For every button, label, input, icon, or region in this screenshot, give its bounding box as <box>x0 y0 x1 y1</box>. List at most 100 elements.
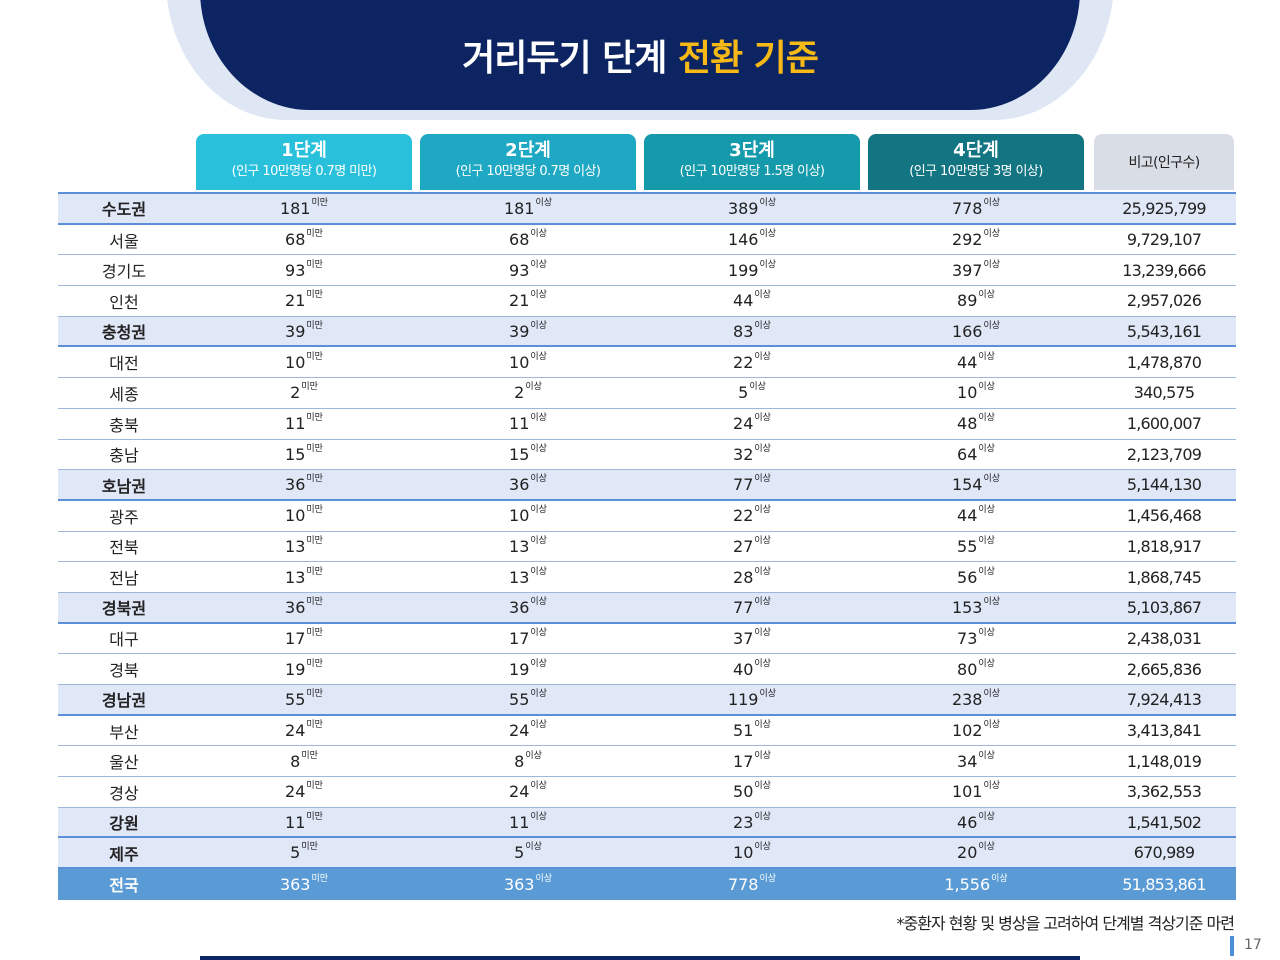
stage-1-threshold-value: 93 <box>285 260 306 280</box>
population: 13,239,666 <box>1094 255 1234 285</box>
stage-1-threshold-suffix: 미만 <box>306 688 323 699</box>
stage-1-threshold-value: 39 <box>285 321 306 341</box>
stage-2-threshold: 55 이상 <box>420 685 636 714</box>
stage-3-threshold-suffix: 이상 <box>754 351 771 362</box>
population: 9,729,107 <box>1094 225 1234 255</box>
stage-3-threshold-suffix: 이상 <box>759 259 777 270</box>
header-stage-1-label: 1단계 <box>281 140 327 161</box>
region-name: 울산 <box>58 746 190 776</box>
stage-4-threshold-value: 778 <box>951 198 983 218</box>
stage-3-threshold-value: 44 <box>733 291 754 311</box>
stage-2-threshold-value: 39 <box>509 321 530 341</box>
stage-1-threshold-suffix: 미만 <box>306 658 323 669</box>
stage-2-threshold-suffix: 이상 <box>530 320 547 331</box>
stage-4-threshold-value: 73 <box>957 628 978 648</box>
stage-2-threshold: 19 이상 <box>420 654 636 684</box>
stage-1-threshold-suffix: 미만 <box>306 320 323 331</box>
stage-4-threshold: 102 이상 <box>868 716 1084 746</box>
table-row: 광주 10 미만 10 이상 22 이상 44 이상 1,456,468 <box>58 501 1236 532</box>
stage-2-threshold-value: 17 <box>509 628 530 648</box>
stage-3-threshold: 77 이상 <box>644 593 860 622</box>
stage-4-threshold-value: 56 <box>957 567 978 587</box>
stage-1-threshold: 19 미만 <box>196 654 412 684</box>
stage-3-threshold: 77 이상 <box>644 470 860 499</box>
stage-3-threshold-suffix: 이상 <box>754 781 771 792</box>
population: 2,123,709 <box>1094 440 1234 470</box>
stage-1-threshold-suffix: 미만 <box>306 720 323 731</box>
stage-1-threshold: 36 미만 <box>196 470 412 499</box>
stage-1-threshold-value: 68 <box>285 230 306 250</box>
region-name: 강원 <box>58 808 190 837</box>
stage-3-threshold-value: 389 <box>727 198 759 218</box>
stage-3-threshold: 37 이상 <box>644 624 860 654</box>
stage-2-threshold-suffix: 이상 <box>530 596 547 607</box>
population-value: 1,148,019 <box>1126 751 1202 771</box>
stage-2-threshold-value: 19 <box>509 659 530 679</box>
population: 7,924,413 <box>1094 685 1234 714</box>
population: 3,362,553 <box>1094 777 1234 807</box>
stage-4-threshold: 56 이상 <box>868 562 1084 592</box>
population: 1,868,745 <box>1094 562 1234 592</box>
stage-3-threshold: 50 이상 <box>644 777 860 807</box>
region-name-value: 광주 <box>109 507 139 527</box>
region-name: 대구 <box>58 624 190 654</box>
stage-2-threshold-suffix: 이상 <box>530 290 547 301</box>
region-name-value: 제주 <box>109 844 139 864</box>
stage-1-threshold-value: 24 <box>285 721 306 741</box>
stage-2-threshold-value: 36 <box>509 597 530 617</box>
population-value: 9,729,107 <box>1126 230 1202 250</box>
stage-4-threshold-suffix: 이상 <box>978 842 995 853</box>
stage-3-threshold-suffix: 이상 <box>754 320 771 331</box>
stage-1-threshold: 36 미만 <box>196 593 412 622</box>
stage-2-threshold: 17 이상 <box>420 624 636 654</box>
population-value: 670,989 <box>1133 843 1195 863</box>
stage-1-threshold: 15 미만 <box>196 440 412 470</box>
population-value: 5,144,130 <box>1126 475 1202 495</box>
stage-3-threshold-value: 5 <box>738 383 749 403</box>
stage-1-threshold-suffix: 미만 <box>306 811 323 822</box>
region-name-value: 서울 <box>109 231 139 251</box>
stage-3-threshold-suffix: 이상 <box>754 811 771 822</box>
stage-4-threshold-value: 101 <box>951 782 983 802</box>
stage-3-threshold-suffix: 이상 <box>754 474 771 485</box>
stage-2-threshold-value: 2 <box>514 383 525 403</box>
stage-4-threshold-value: 44 <box>957 506 978 526</box>
stage-3-threshold-suffix: 이상 <box>754 290 771 301</box>
stage-4-threshold: 778 이상 <box>868 194 1084 223</box>
stage-3-threshold-suffix: 이상 <box>759 873 777 884</box>
stage-4-threshold-value: 397 <box>951 260 983 280</box>
stage-4-threshold-value: 153 <box>951 597 983 617</box>
stage-1-threshold-suffix: 미만 <box>306 413 323 424</box>
population-value: 51,853,861 <box>1122 874 1206 894</box>
table-row: 충청권 39 미만 39 이상 83 이상 166 이상 5,543,161 <box>58 316 1236 348</box>
header-stage-3-criteria: (인구 10만명당 1.5명 이상) <box>679 164 825 179</box>
stage-3-threshold-suffix: 이상 <box>754 658 771 669</box>
stage-1-threshold-suffix: 미만 <box>306 566 323 577</box>
region-name: 수도권 <box>58 194 190 223</box>
population-value: 1,818,917 <box>1126 536 1202 556</box>
stage-4-threshold: 154 이상 <box>868 470 1084 499</box>
header-stage-1-criteria: (인구 10만명당 0.7명 미만) <box>231 164 377 179</box>
region-name: 인천 <box>58 286 190 316</box>
table-row: 대구 17 미만 17 이상 37 이상 73 이상 2,438,031 <box>58 624 1236 655</box>
stage-2-threshold-value: 11 <box>509 414 530 434</box>
table-row: 충북 11 미만 11 이상 24 이상 48 이상 1,600,007 <box>58 409 1236 440</box>
stage-2-threshold-value: 93 <box>509 260 530 280</box>
table-row: 대전 10 미만 10 이상 22 이상 44 이상 1,478,870 <box>58 347 1236 379</box>
stage-4-threshold-suffix: 이상 <box>978 382 995 393</box>
population-value: 1,541,502 <box>1126 812 1202 832</box>
stage-3-threshold: 22 이상 <box>644 501 860 531</box>
stage-3-threshold-value: 51 <box>733 721 754 741</box>
stage-4-threshold-suffix: 이상 <box>978 750 995 761</box>
population: 1,148,019 <box>1094 746 1234 776</box>
footnote: *중환자 현황 및 병상을 고려하여 단계별 격상기준 마련 <box>896 914 1235 933</box>
stage-3-threshold-value: 32 <box>733 444 754 464</box>
population-value: 13,239,666 <box>1122 260 1206 280</box>
stage-2-threshold: 13 이상 <box>420 562 636 592</box>
stage-4-threshold-value: 102 <box>951 721 983 741</box>
stage-4-threshold-suffix: 이상 <box>983 474 1001 485</box>
stage-4-threshold-value: 1,556 <box>944 874 991 894</box>
header-stage-4: 4단계 (인구 10만명당 3명 이상) <box>868 134 1084 190</box>
stage-3-threshold-suffix: 이상 <box>754 505 771 516</box>
population: 1,478,870 <box>1094 347 1234 377</box>
